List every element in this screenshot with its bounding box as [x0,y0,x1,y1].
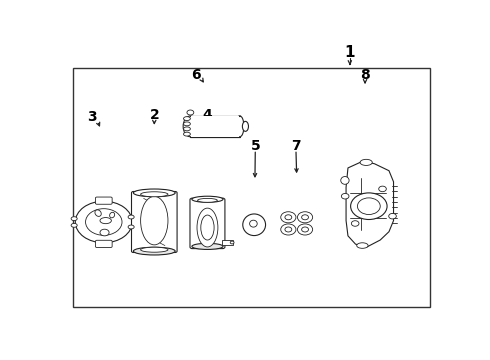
Ellipse shape [236,116,244,137]
Ellipse shape [230,241,234,244]
Text: 7: 7 [291,139,301,153]
Circle shape [351,221,359,226]
Circle shape [351,193,387,220]
Ellipse shape [192,196,223,202]
Circle shape [297,224,313,235]
Ellipse shape [184,117,190,121]
Circle shape [358,198,380,215]
Text: 4: 4 [202,108,212,122]
FancyBboxPatch shape [96,197,112,204]
Ellipse shape [95,210,101,216]
Ellipse shape [71,217,77,221]
Ellipse shape [133,189,175,197]
Circle shape [285,215,292,220]
Ellipse shape [197,208,218,247]
Ellipse shape [341,176,349,184]
Circle shape [342,193,349,199]
Ellipse shape [184,127,190,131]
Bar [191,116,239,136]
Circle shape [302,215,309,220]
Circle shape [302,227,309,232]
Text: 5: 5 [251,139,261,153]
Text: 2: 2 [149,108,159,122]
Ellipse shape [192,243,223,249]
Ellipse shape [201,215,214,240]
Ellipse shape [71,223,77,227]
Text: 6: 6 [191,68,201,82]
Ellipse shape [128,215,134,219]
Ellipse shape [243,121,248,131]
Ellipse shape [184,122,190,126]
Circle shape [379,186,386,192]
Circle shape [75,201,132,243]
FancyBboxPatch shape [131,192,177,252]
Bar [73,68,430,307]
FancyBboxPatch shape [222,240,233,245]
Circle shape [281,212,296,223]
Ellipse shape [141,192,168,197]
Ellipse shape [184,132,190,136]
Ellipse shape [100,217,111,224]
Ellipse shape [357,243,368,248]
Circle shape [389,213,396,219]
Ellipse shape [183,116,197,137]
Circle shape [86,209,122,235]
Ellipse shape [141,196,168,245]
Polygon shape [346,161,393,247]
FancyBboxPatch shape [190,198,225,249]
Ellipse shape [197,198,218,202]
Ellipse shape [187,110,194,115]
Circle shape [285,227,292,232]
Circle shape [100,229,109,236]
Ellipse shape [243,214,266,235]
FancyBboxPatch shape [96,240,112,247]
Ellipse shape [128,225,134,229]
Ellipse shape [133,247,175,255]
Ellipse shape [360,159,372,166]
Ellipse shape [110,212,115,218]
Circle shape [281,224,296,235]
Text: 1: 1 [344,45,355,60]
Text: 8: 8 [360,68,370,82]
Ellipse shape [249,220,257,227]
Circle shape [297,212,313,223]
Ellipse shape [141,247,168,252]
Text: 3: 3 [88,110,97,123]
